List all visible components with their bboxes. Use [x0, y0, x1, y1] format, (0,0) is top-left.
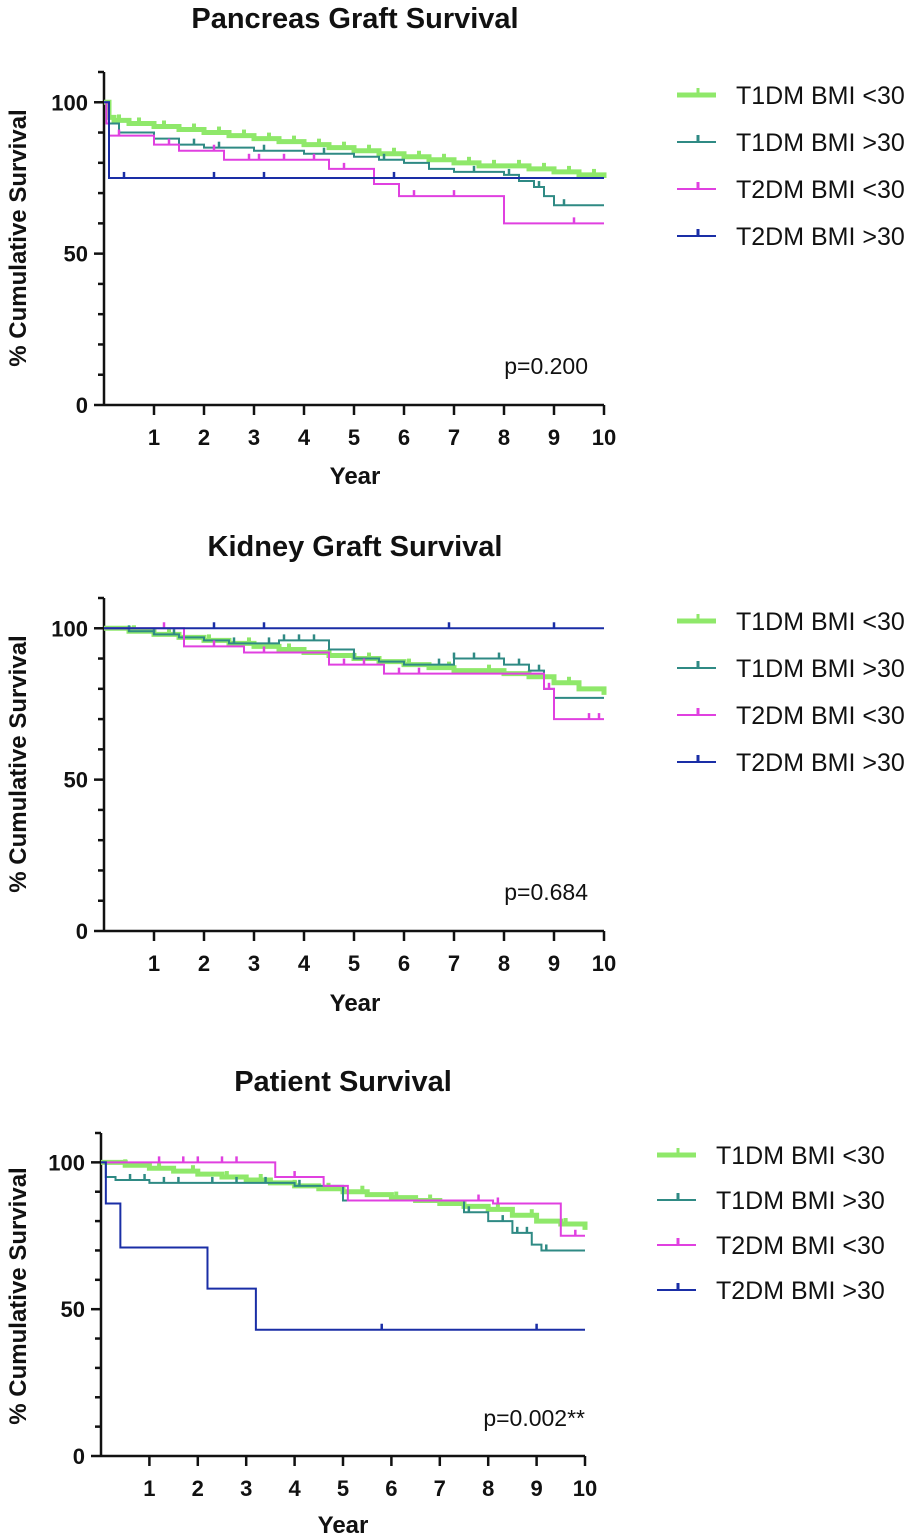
- x-tick-label: 8: [482, 1476, 494, 1501]
- y-tick-label: 0: [73, 1444, 85, 1469]
- x-tick-label: 3: [240, 1476, 252, 1501]
- series-line-t1dm-bmi-30: [101, 1161, 585, 1252]
- panel-2-pvalue: p=0.684: [504, 879, 588, 905]
- x-tick-label: 8: [498, 425, 510, 450]
- panel-1-ylabel: % Cumulative Survival: [5, 109, 32, 366]
- y-tick-label: 50: [61, 1297, 85, 1322]
- x-tick-label: 1: [143, 1476, 155, 1501]
- panel-3-plot: 0 50 100 1 2 3 4 5 6 7 8 9 10: [48, 1131, 597, 1501]
- legend-label: T1DM BMI <30: [736, 82, 905, 110]
- panel-3-pvalue: p=0.002**: [483, 1405, 585, 1431]
- legend-label: T2DM BMI <30: [716, 1232, 885, 1260]
- x-tick-label: 6: [398, 425, 410, 450]
- panel-pancreas-graft-survival: Pancreas Graft Survival % Cumulative Sur…: [5, 3, 905, 490]
- panel-1-plot: 0 50 100 1 2 3 4 5 6 7 8 9 10: [51, 70, 616, 450]
- y-tick-label: 100: [48, 1150, 85, 1175]
- legend-label: T1DM BMI >30: [736, 655, 905, 683]
- x-tick-label: 2: [192, 1476, 204, 1501]
- x-tick-label: 4: [298, 951, 311, 976]
- x-tick-label: 7: [448, 951, 460, 976]
- series-line-t2dm-bmi-30: [101, 1161, 585, 1331]
- x-tick-label: 10: [592, 951, 616, 976]
- x-tick-label: 9: [530, 1476, 542, 1501]
- series-line-t2dm-bmi-30: [101, 1161, 585, 1237]
- legend-label: T1DM BMI >30: [736, 129, 905, 157]
- legend-label: T1DM BMI <30: [736, 608, 905, 636]
- panel-2-legend: T1DM BMI <30 T1DM BMI >30 T2DM BMI <30 T2DM…: [677, 608, 905, 777]
- panel-kidney-graft-survival: Kidney Graft Survival % Cumulative Survi…: [5, 531, 905, 1017]
- legend-label: T1DM BMI >30: [716, 1187, 885, 1215]
- x-tick-label: 3: [248, 425, 260, 450]
- y-tick-label: 50: [64, 768, 88, 793]
- x-tick-label: 10: [592, 425, 616, 450]
- legend-label: T2DM BMI <30: [736, 702, 905, 730]
- y-tick-label: 100: [51, 616, 88, 641]
- x-tick-label: 9: [548, 425, 560, 450]
- x-tick-label: 6: [385, 1476, 397, 1501]
- panel-patient-survival: Patient Survival % Cumulative Survival Y…: [5, 1066, 885, 1538]
- series-line-t1dm-bmi-30: [104, 99, 607, 178]
- series-line-t2dm-bmi-30: [104, 101, 604, 179]
- legend-label: T2DM BMI <30: [736, 176, 905, 204]
- panel-2-plot: 0 50 100 1 2 3 4 5 6 7 8 9 10: [51, 596, 616, 976]
- y-tick-label: 0: [76, 919, 88, 944]
- x-tick-label: 4: [298, 425, 311, 450]
- panel-1-legend: T1DM BMI <30 T1DM BMI >30 T2DM BMI <30 T2DM…: [677, 82, 905, 251]
- x-tick-label: 5: [348, 425, 360, 450]
- panel-2-ylabel: % Cumulative Survival: [5, 635, 32, 892]
- x-tick-label: 6: [398, 951, 410, 976]
- x-tick-label: 2: [198, 951, 210, 976]
- x-tick-label: 3: [248, 951, 260, 976]
- y-tick-label: 100: [51, 90, 88, 115]
- y-tick-label: 0: [76, 393, 88, 418]
- panel-1-xlabel: Year: [330, 463, 381, 490]
- x-tick-label: 10: [573, 1476, 597, 1501]
- panel-3-title: Patient Survival: [234, 1066, 452, 1098]
- panel-3-xlabel: Year: [318, 1512, 369, 1538]
- x-tick-label: 5: [348, 951, 360, 976]
- series-line-t2dm-bmi-30: [104, 627, 604, 721]
- x-tick-label: 2: [198, 425, 210, 450]
- x-tick-label: 1: [148, 951, 160, 976]
- panel-2-title: Kidney Graft Survival: [208, 531, 503, 563]
- x-tick-label: 9: [548, 951, 560, 976]
- y-tick-label: 50: [64, 242, 88, 267]
- x-tick-label: 7: [448, 425, 460, 450]
- legend-label: T2DM BMI >30: [716, 1277, 885, 1305]
- legend-label: T2DM BMI >30: [736, 749, 905, 777]
- panel-3-ylabel: % Cumulative Survival: [5, 1167, 32, 1424]
- legend-label: T2DM BMI >30: [736, 223, 905, 251]
- legend-label: T1DM BMI <30: [716, 1142, 885, 1170]
- panel-2-xlabel: Year: [330, 990, 381, 1017]
- x-tick-label: 5: [337, 1476, 349, 1501]
- panel-3-legend: T1DM BMI <30 T1DM BMI >30 T2DM BMI <30 T2DM…: [657, 1142, 885, 1305]
- x-tick-label: 8: [498, 951, 510, 976]
- panel-1-title: Pancreas Graft Survival: [191, 3, 518, 35]
- x-tick-label: 7: [434, 1476, 446, 1501]
- panel-1-pvalue: p=0.200: [504, 353, 588, 379]
- x-tick-label: 1: [148, 425, 160, 450]
- x-tick-label: 4: [288, 1476, 301, 1501]
- series-line-t1dm-bmi-30: [104, 101, 604, 207]
- series-line-t2dm-bmi-30: [104, 101, 604, 225]
